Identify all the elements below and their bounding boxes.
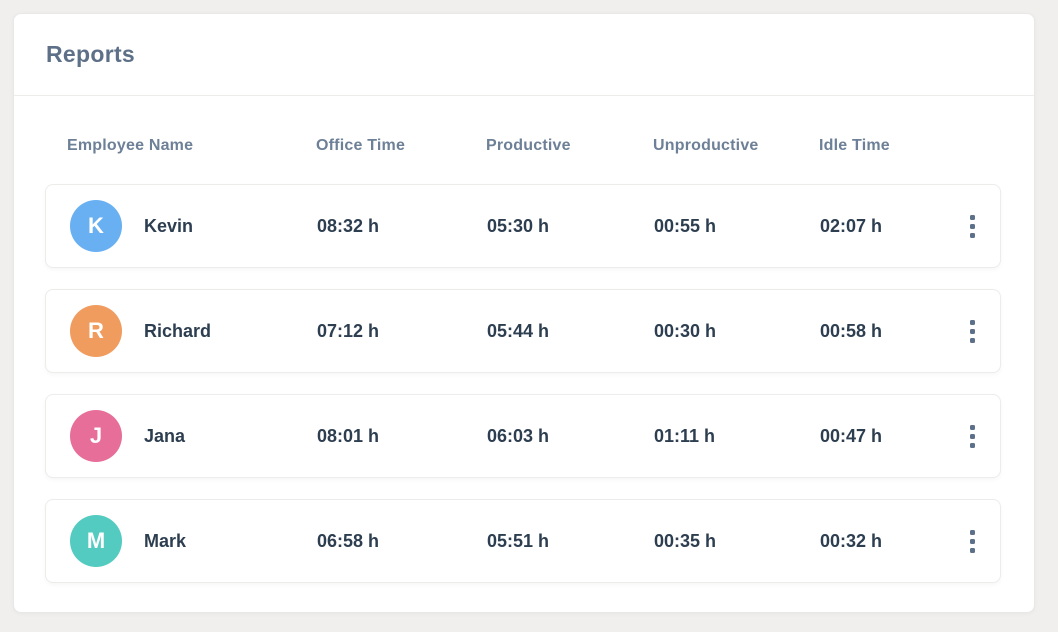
page-title: Reports: [46, 41, 136, 67]
idle-time-value: 00:32 h: [820, 530, 883, 551]
unproductive-value: 00:55 h: [654, 215, 717, 236]
idle-time-value: 02:07 h: [820, 215, 883, 236]
kebab-menu-icon: [969, 319, 975, 343]
productive-value: 06:03 h: [487, 425, 550, 446]
productive-value: 05:44 h: [487, 320, 550, 341]
office-time-value: 08:01 h: [317, 425, 380, 446]
employee-name: Kevin: [144, 215, 194, 236]
column-header-idle-time: Idle Time: [819, 137, 890, 154]
column-header-office-time: Office Time: [316, 137, 406, 154]
unproductive-value: 00:30 h: [654, 320, 717, 341]
reports-card: Reports Employee Name Office Time Produc…: [13, 13, 1035, 613]
employee-cell: J Jana: [68, 410, 317, 462]
office-time-value: 07:12 h: [317, 320, 380, 341]
column-header-productive: Productive: [486, 137, 571, 154]
kebab-menu-icon: [969, 214, 975, 238]
avatar: R: [70, 305, 122, 357]
employee-name: Jana: [144, 425, 186, 446]
column-header-unproductive: Unproductive: [653, 137, 759, 154]
row-menu-button[interactable]: [960, 204, 984, 248]
unproductive-value: 00:35 h: [654, 530, 717, 551]
employee-row[interactable]: M Mark 06:58 h 05:51 h 00:35 h 00:32 h: [45, 499, 1001, 583]
productive-value: 05:51 h: [487, 530, 550, 551]
avatar: K: [70, 200, 122, 252]
idle-time-value: 00:47 h: [820, 425, 883, 446]
office-time-value: 06:58 h: [317, 530, 380, 551]
column-header-employee-name: Employee Name: [67, 137, 194, 154]
employee-cell: M Mark: [68, 515, 317, 567]
employee-name: Richard: [144, 320, 212, 341]
idle-time-value: 00:58 h: [820, 320, 883, 341]
kebab-menu-icon: [969, 424, 975, 448]
avatar: J: [70, 410, 122, 462]
unproductive-value: 01:11 h: [654, 425, 716, 446]
row-menu-button[interactable]: [960, 414, 984, 458]
row-menu-button[interactable]: [960, 309, 984, 353]
card-header: Reports: [14, 14, 1034, 96]
table-header-row: Employee Name Office Time Productive Unp…: [45, 134, 1001, 158]
avatar: M: [70, 515, 122, 567]
kebab-menu-icon: [969, 529, 975, 553]
office-time-value: 08:32 h: [317, 215, 380, 236]
employee-name: Mark: [144, 530, 187, 551]
employee-cell: R Richard: [68, 305, 317, 357]
card-body: Employee Name Office Time Productive Unp…: [14, 96, 1034, 583]
productive-value: 05:30 h: [487, 215, 550, 236]
employee-row[interactable]: K Kevin 08:32 h 05:30 h 00:55 h 02:07 h: [45, 184, 1001, 268]
employee-row[interactable]: J Jana 08:01 h 06:03 h 01:11 h 00:47 h: [45, 394, 1001, 478]
employee-row[interactable]: R Richard 07:12 h 05:44 h 00:30 h 00:58 …: [45, 289, 1001, 373]
employee-cell: K Kevin: [68, 200, 317, 252]
rows: K Kevin 08:32 h 05:30 h 00:55 h 02:07 h …: [45, 184, 1001, 583]
row-menu-button[interactable]: [960, 519, 984, 563]
